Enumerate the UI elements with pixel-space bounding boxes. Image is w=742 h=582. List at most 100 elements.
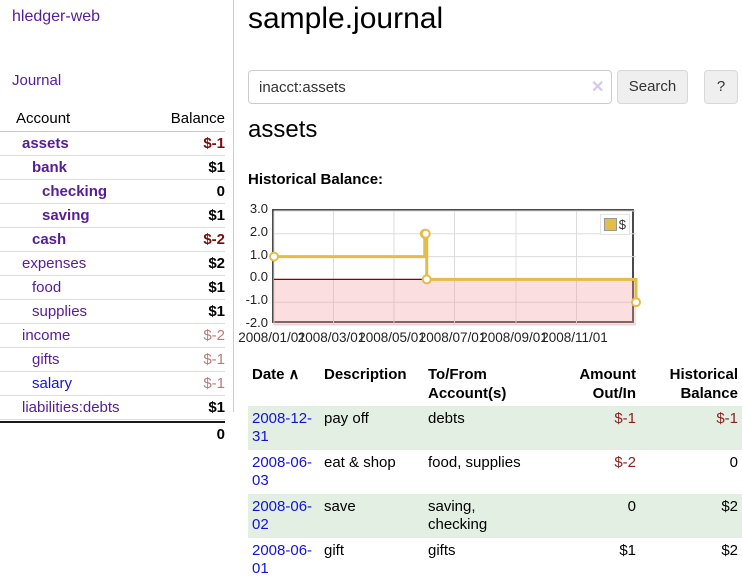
y-axis-tick-label: 3.0 bbox=[249, 201, 268, 216]
sidebar-divider bbox=[233, 0, 234, 412]
date-cell: 2008-06-03 bbox=[248, 450, 320, 494]
transaction-date-link[interactable]: 2008-12-31 bbox=[252, 410, 313, 445]
accounts-cell: debts bbox=[428, 410, 465, 427]
sidebar-account-link[interactable]: liabilities:debts bbox=[22, 399, 120, 416]
accounts-cell: gifts bbox=[428, 542, 456, 559]
account-balance: $-1 bbox=[203, 135, 225, 152]
description-cell: gift bbox=[324, 542, 345, 559]
sidebar-account-link[interactable]: cash bbox=[32, 231, 67, 248]
x-axis-tick-label: 2008/01/01 bbox=[238, 330, 306, 345]
legend-label: $ bbox=[618, 217, 626, 232]
x-axis-tick-label: 2008/11/01 bbox=[541, 330, 608, 345]
app-brand-link[interactable]: hledger-web bbox=[12, 8, 101, 25]
sidebar-account-link[interactable]: assets bbox=[22, 135, 69, 152]
search-button[interactable]: Search bbox=[617, 70, 688, 104]
sidebar-accounts: assets $-1 bank $1 checking 0 saving $1 cash $-2 e… bbox=[0, 132, 225, 420]
legend-swatch-icon bbox=[603, 218, 617, 231]
sort-ascending-icon: ∧ bbox=[288, 366, 300, 383]
nav-journal-link[interactable]: Journal bbox=[12, 72, 62, 89]
sidebar-account-link[interactable]: supplies bbox=[32, 303, 88, 320]
page-title: sample.journal bbox=[248, 2, 444, 35]
account-balance: $1 bbox=[208, 159, 225, 176]
y-axis-tick-label: -2.0 bbox=[245, 315, 268, 330]
chart-label: Historical Balance: bbox=[248, 171, 384, 188]
sidebar-account-link[interactable]: expenses bbox=[22, 255, 87, 272]
register-row: 2008-12-31 pay off debts $-1 $-1 bbox=[248, 406, 742, 450]
account-balance: $-2 bbox=[203, 231, 225, 248]
account-row: bank $1 bbox=[0, 156, 225, 180]
transaction-date-link[interactable]: 2008-06-02 bbox=[252, 498, 313, 533]
register-table: Date ∧ Description To/From Account(s) Amo… bbox=[248, 362, 742, 582]
column-header-amount: Amount Out/In bbox=[579, 366, 636, 402]
column-header-date[interactable]: Date ∧ bbox=[252, 366, 300, 383]
x-axis-tick-label: 2008/07/01 bbox=[418, 330, 487, 345]
description-cell: eat & shop bbox=[324, 454, 396, 471]
sidebar-account-link[interactable]: food bbox=[32, 279, 62, 296]
date-cell: 2008-06-02 bbox=[248, 494, 320, 538]
transaction-date-link[interactable]: 2008-06-01 bbox=[252, 542, 313, 577]
y-axis-tick-label: 1.0 bbox=[249, 246, 268, 262]
sidebar-account-link[interactable]: saving bbox=[42, 207, 90, 224]
amount-cell: 0 bbox=[627, 498, 636, 515]
accounts-table-header: Account Balance bbox=[0, 106, 225, 132]
sidebar-account-link[interactable]: salary bbox=[32, 375, 73, 392]
search-bar: ✕ Search ? bbox=[248, 70, 742, 104]
amount-cell: $-2 bbox=[614, 454, 636, 471]
account-row: cash $-2 bbox=[0, 228, 225, 252]
main-pane: sample.journal ✕ Search ? assets Histori… bbox=[238, 0, 742, 582]
register-row: 2008-06-01 gift gifts $1 $2 bbox=[248, 538, 742, 582]
historical-balance-chart: $ 3.0 2.0 1.0 0.0 -1.0 -2.0 2008/01/01 2008/03/… bbox=[238, 202, 742, 353]
account-row: salary $-1 bbox=[0, 372, 225, 396]
account-balance: $-2 bbox=[203, 327, 225, 344]
search-input[interactable] bbox=[248, 70, 612, 104]
clear-search-icon[interactable]: ✕ bbox=[591, 79, 605, 96]
y-axis-tick-label: -1.0 bbox=[245, 292, 268, 308]
register-row: 2008-06-03 eat & shop food, supplies $-2 0 bbox=[248, 450, 742, 494]
account-balance: $-1 bbox=[203, 351, 225, 368]
accounts-header-account: Account bbox=[16, 110, 71, 127]
account-balance: $-1 bbox=[203, 375, 225, 392]
column-header-balance: Historical Balance bbox=[669, 366, 738, 402]
x-axis-tick-label: 2008/09/01 bbox=[480, 330, 548, 345]
account-heading: assets bbox=[248, 116, 318, 143]
help-button[interactable]: ? bbox=[704, 70, 738, 104]
balance-cell: $-1 bbox=[716, 410, 738, 427]
balance-cell: 0 bbox=[729, 454, 738, 471]
register-row: 2008-06-02 save saving, checking 0 $2 bbox=[248, 494, 742, 538]
description-cell: save bbox=[324, 498, 356, 515]
account-row: food $1 bbox=[0, 276, 225, 300]
accounts-cell: saving, checking bbox=[428, 498, 488, 533]
y-axis-tick-label: 2.0 bbox=[249, 223, 268, 239]
chart-plot-area: $ bbox=[269, 209, 641, 326]
register-body: 2008-12-31 pay off debts $-1 $-1 2008-06-03 ea… bbox=[248, 406, 742, 582]
accounts-table: Account Balance assets $-1 bank $1 checking 0… bbox=[0, 106, 225, 443]
account-row: gifts $-1 bbox=[0, 348, 225, 372]
balance-cell: $2 bbox=[721, 542, 738, 559]
amount-cell: $1 bbox=[619, 542, 636, 559]
accounts-cell: food, supplies bbox=[428, 454, 521, 471]
account-balance: $2 bbox=[208, 255, 225, 272]
sidebar-account-link[interactable]: income bbox=[22, 327, 71, 344]
transaction-date-link[interactable]: 2008-06-03 bbox=[252, 454, 313, 489]
account-balance: $1 bbox=[208, 303, 225, 320]
account-row: checking 0 bbox=[0, 180, 225, 204]
account-row: income $-2 bbox=[0, 324, 225, 348]
account-row: liabilities:debts $1 bbox=[0, 396, 225, 420]
date-cell: 2008-12-31 bbox=[248, 406, 320, 450]
account-row: assets $-1 bbox=[0, 132, 225, 156]
x-axis-tick-label: 2008/05/01 bbox=[358, 330, 426, 345]
x-axis-tick-label: 2008/03/01 bbox=[297, 330, 366, 345]
account-balance: 0 bbox=[216, 183, 225, 200]
account-balance: $1 bbox=[208, 279, 225, 296]
column-header-description: Description bbox=[324, 366, 407, 383]
balance-cell: $2 bbox=[721, 498, 738, 515]
sidebar-account-link[interactable]: bank bbox=[32, 159, 68, 176]
register-header-row: Date ∧ Description To/From Account(s) Amo… bbox=[248, 362, 742, 406]
chart-canvas bbox=[269, 210, 641, 326]
column-header-accounts: To/From Account(s) bbox=[428, 366, 507, 402]
account-row: expenses $2 bbox=[0, 252, 225, 276]
sidebar-account-link[interactable]: gifts bbox=[32, 351, 60, 368]
y-axis-tick-label: 0.0 bbox=[249, 269, 268, 285]
accounts-header-balance: Balance bbox=[170, 110, 225, 127]
sidebar-account-link[interactable]: checking bbox=[42, 183, 108, 200]
